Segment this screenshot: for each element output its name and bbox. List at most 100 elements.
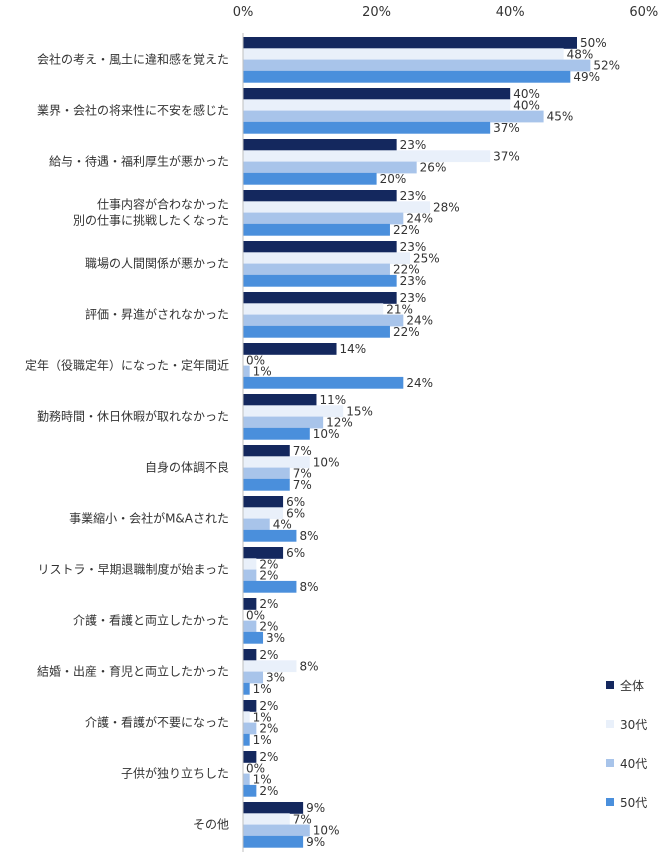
- data-label: 21%: [386, 302, 413, 316]
- bar: [243, 343, 337, 355]
- data-label: 40%: [513, 87, 540, 101]
- bar: [243, 649, 257, 661]
- bar: [243, 325, 390, 338]
- legend-swatch: [606, 798, 614, 806]
- bar: [243, 733, 250, 746]
- data-label: 1%: [253, 773, 272, 787]
- data-label: 2%: [259, 784, 278, 798]
- bar: [243, 751, 257, 763]
- bar: [243, 547, 284, 559]
- data-label: 37%: [493, 121, 520, 135]
- bar: [243, 150, 491, 163]
- x-tick-label: 60%: [629, 5, 658, 20]
- bar: [243, 773, 250, 786]
- data-label: 6%: [286, 495, 305, 509]
- data-label: 4%: [273, 518, 292, 532]
- data-label: 9%: [306, 835, 325, 849]
- data-label: 45%: [547, 110, 574, 124]
- bar: [243, 274, 397, 287]
- bar: [243, 88, 511, 100]
- data-label: 11%: [319, 393, 346, 407]
- category-label: 結婚・出産・育児と両立したかった: [37, 664, 229, 679]
- bar: [243, 161, 417, 174]
- legend-swatch: [606, 681, 614, 689]
- bar: [243, 263, 390, 276]
- data-label: 7%: [293, 812, 312, 826]
- bar: [243, 496, 284, 508]
- category-label: 介護・看護が不要になった: [85, 715, 229, 730]
- legend-label: 全体: [620, 678, 644, 693]
- data-label: 24%: [406, 212, 433, 226]
- legend-label: 30代: [620, 718, 647, 732]
- bar: [243, 99, 511, 112]
- legend: 全体 30代 40代 50代: [606, 678, 647, 810]
- bar: [243, 212, 404, 225]
- data-label: 3%: [266, 631, 285, 645]
- data-label: 23%: [400, 291, 427, 305]
- data-label: 25%: [413, 251, 440, 265]
- bar: [243, 48, 564, 61]
- data-label: 1%: [253, 365, 272, 379]
- data-label: 10%: [313, 427, 340, 441]
- data-label: 2%: [259, 699, 278, 713]
- data-label: 24%: [406, 314, 433, 328]
- category-label: 子供が独り立ちした: [121, 766, 229, 781]
- data-label: 7%: [293, 478, 312, 492]
- bar: [243, 631, 264, 644]
- data-label: 7%: [293, 444, 312, 458]
- category-label: 勤務時間・休日休暇が取れなかった: [37, 409, 229, 424]
- data-label: 23%: [400, 138, 427, 152]
- bar: [243, 835, 304, 848]
- category-label: 介護・看護と両立したかった: [73, 613, 229, 628]
- data-label: 2%: [259, 648, 278, 662]
- bar: [243, 598, 257, 610]
- bar: [243, 121, 491, 134]
- category-label: 事業縮小・会社がM&Aされた: [69, 511, 229, 526]
- category-label: 仕事内容が合わなかった: [97, 197, 229, 212]
- data-label: 10%: [313, 455, 340, 469]
- bar: [243, 190, 397, 202]
- bar: [243, 110, 544, 123]
- category-label: 会社の考え・風土に違和感を覚えた: [37, 52, 229, 67]
- data-label: 48%: [567, 47, 594, 61]
- bar: [243, 620, 257, 633]
- bar: [243, 518, 270, 531]
- data-label: 1%: [253, 710, 272, 724]
- category-label: リストラ・早期退職制度が始まった: [37, 562, 229, 577]
- bar: [243, 139, 397, 151]
- bar: [243, 671, 264, 684]
- bar: [243, 682, 250, 695]
- bar: [243, 529, 297, 542]
- data-label: 22%: [393, 263, 420, 277]
- data-label: 14%: [340, 342, 367, 356]
- data-label: 50%: [580, 36, 607, 50]
- data-label: 2%: [259, 722, 278, 736]
- data-label: 1%: [253, 682, 272, 696]
- bar: [243, 456, 310, 469]
- category-label: 業界・会社の将来性に不安を感じた: [37, 103, 229, 118]
- bar: [243, 427, 310, 440]
- bar: [243, 569, 257, 582]
- bar: [243, 201, 431, 214]
- x-tick-label: 0%: [233, 5, 254, 20]
- data-label: 2%: [259, 620, 278, 634]
- data-label: 22%: [393, 223, 420, 237]
- category-label: 評価・昇進がされなかった: [85, 307, 229, 322]
- legend-swatch: [606, 759, 614, 767]
- legend-swatch: [606, 720, 614, 728]
- x-tick-label: 20%: [362, 5, 391, 20]
- data-label: 26%: [420, 161, 447, 175]
- category-label: 自身の体調不良: [145, 460, 229, 475]
- bar: [243, 37, 577, 49]
- bar: [243, 813, 290, 826]
- bar: [243, 252, 410, 265]
- data-label: 40%: [513, 98, 540, 112]
- data-label: 8%: [299, 580, 318, 594]
- data-label: 0%: [246, 608, 265, 622]
- data-label: 3%: [266, 671, 285, 685]
- data-label: 15%: [346, 404, 373, 418]
- legend-label: 50代: [620, 796, 647, 810]
- bar: [243, 784, 257, 797]
- bar: [243, 700, 257, 712]
